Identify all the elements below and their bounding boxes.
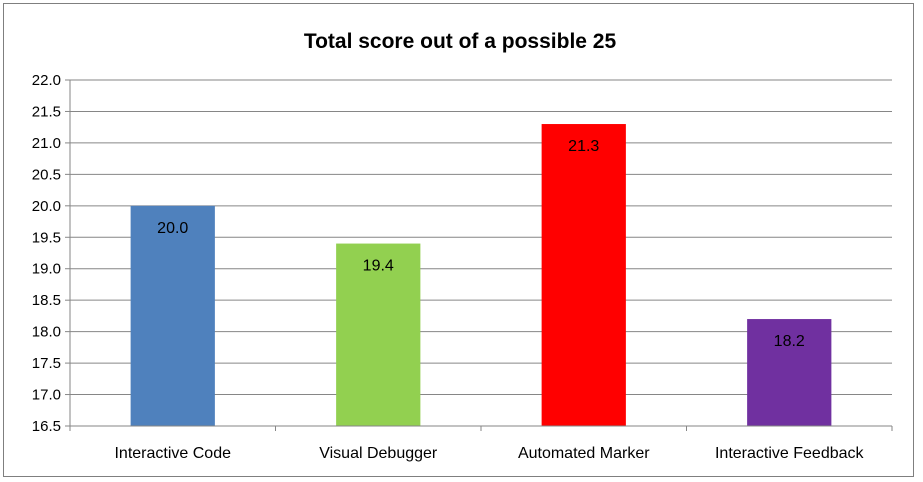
x-category-label: Interactive Code xyxy=(114,445,231,462)
y-tick-label: 20.0 xyxy=(32,198,61,215)
y-tick-label: 21.0 xyxy=(32,135,61,152)
x-category-label: Automated Marker xyxy=(518,445,650,462)
y-tick-label: 16.5 xyxy=(32,418,61,435)
bars: 20.0 19.4 21.3 18.2 xyxy=(130,124,832,426)
x-axis: Interactive Code Visual Debugger Automated… xyxy=(69,425,893,462)
y-tick-label: 18.5 xyxy=(32,292,61,309)
y-tick-label: 19.0 xyxy=(32,261,61,278)
y-tick-label: 18.0 xyxy=(32,324,61,341)
data-label: 20.0 xyxy=(157,220,188,237)
y-tick-label: 17.0 xyxy=(32,387,61,404)
y-tick-label: 22.0 xyxy=(32,72,61,89)
bar-interactive-code xyxy=(130,205,215,426)
y-tick-label: 20.5 xyxy=(32,166,61,183)
data-label: 19.4 xyxy=(363,258,394,275)
bar-automated-marker xyxy=(541,124,626,426)
y-tick-label: 19.5 xyxy=(32,229,61,246)
bar-visual-debugger xyxy=(336,243,421,426)
x-category-label: Visual Debugger xyxy=(319,445,438,462)
y-axis: 16.5 17.0 17.5 18.0 18.5 19.0 19.5 20.0 20.5 21.0… xyxy=(32,72,71,435)
y-tick-label: 17.5 xyxy=(32,355,61,372)
data-label: 18.2 xyxy=(774,333,805,350)
chart-title: Total score out of a possible 25 xyxy=(304,30,617,53)
data-label: 21.3 xyxy=(568,138,599,155)
x-category-label: Interactive Feedback xyxy=(715,445,865,462)
y-tick-label: 21.5 xyxy=(32,103,61,120)
bar-interactive-feedback xyxy=(747,319,832,426)
